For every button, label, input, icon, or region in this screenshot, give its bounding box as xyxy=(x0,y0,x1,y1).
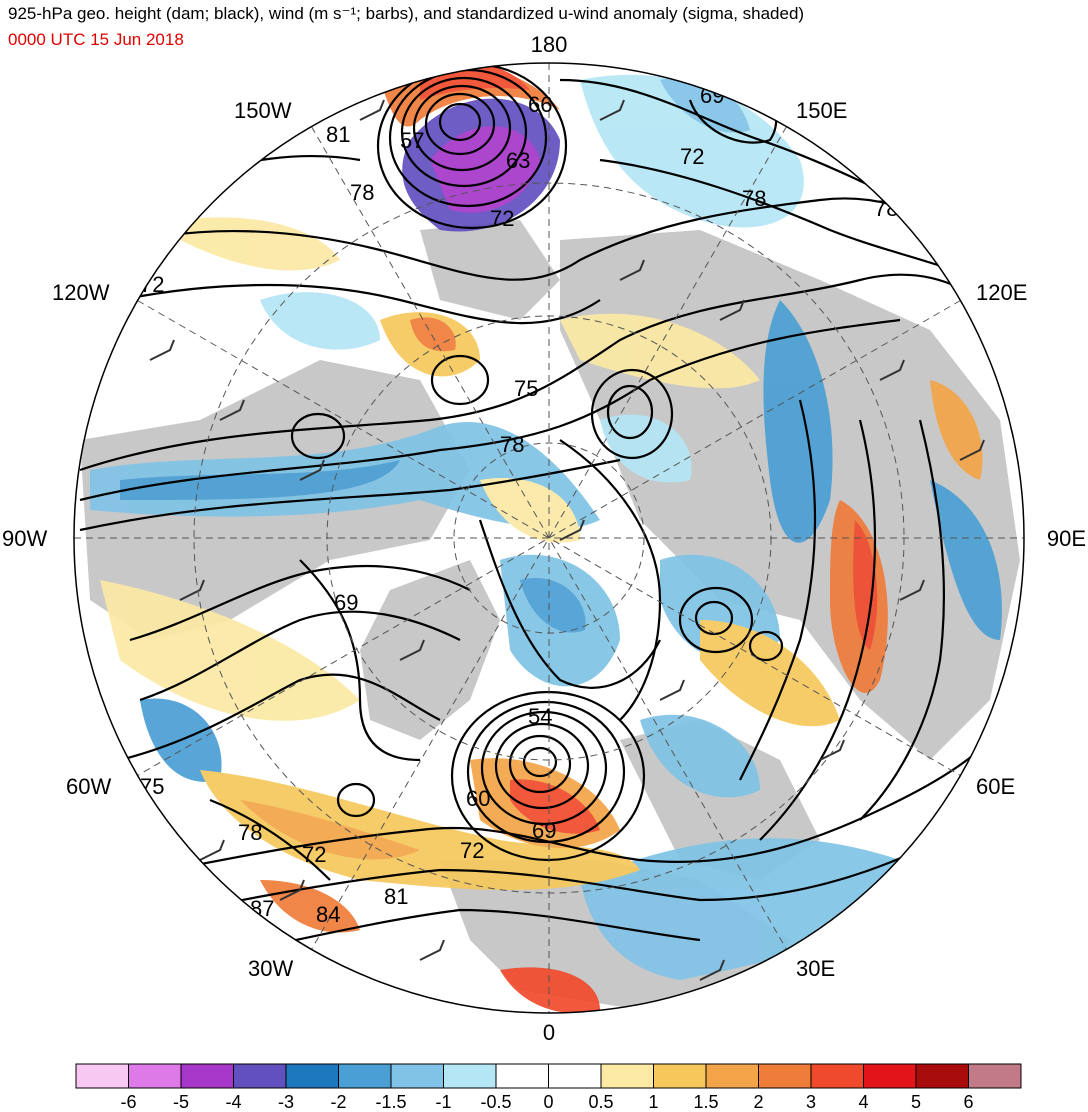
height-labels: 66 69 57 63 81 78 72 72 78 72 78 75 78 6… xyxy=(140,83,898,927)
colorbar-swatch xyxy=(968,1063,1022,1089)
lon-label-150w: 150W xyxy=(234,98,292,123)
colorbar-swatch xyxy=(548,1063,602,1089)
colorbar-swatch xyxy=(233,1063,287,1089)
lon-label-60e: 60E xyxy=(976,774,1015,799)
colorbar-label: 1 xyxy=(648,1092,658,1112)
colorbar-label: 5 xyxy=(911,1092,921,1112)
height-label: 78 xyxy=(238,820,262,845)
colorbar-swatch xyxy=(285,1063,339,1089)
height-label: 72 xyxy=(302,842,326,867)
height-label: 63 xyxy=(506,148,530,173)
colorbar-swatch xyxy=(443,1063,497,1089)
colorbar-label: -3 xyxy=(278,1092,294,1112)
colorbar-label: 3 xyxy=(806,1092,816,1112)
height-label: 72 xyxy=(490,206,514,231)
lon-label-60w: 60W xyxy=(66,774,111,799)
height-label: 69 xyxy=(532,818,556,843)
map-border xyxy=(73,62,1025,1014)
height-label: 78 xyxy=(500,432,524,457)
height-label: 66 xyxy=(528,92,552,117)
colorbar-swatch xyxy=(653,1063,707,1089)
colorbar-label: -5 xyxy=(173,1092,189,1112)
colorbar-swatch xyxy=(180,1063,234,1089)
lon-label-90w: 90W xyxy=(2,526,47,551)
lon-label-30w: 30W xyxy=(248,956,293,981)
height-label: 84 xyxy=(316,902,340,927)
height-label: 60 xyxy=(466,786,490,811)
colorbar-label: 0 xyxy=(543,1092,553,1112)
lon-label-0: 0 xyxy=(543,1020,555,1045)
colorbar-label: 1.5 xyxy=(693,1092,718,1112)
height-label: 69 xyxy=(334,590,358,615)
longitude-labels: 180 0 90W 90E 150W 120W 60W 30W 150E 120… xyxy=(2,32,1086,1045)
lon-label-120e: 120E xyxy=(976,280,1027,305)
colorbar-label: -4 xyxy=(225,1092,241,1112)
height-label: 78 xyxy=(874,196,898,221)
lon-label-30e: 30E xyxy=(796,956,835,981)
colorbar-label: -1.5 xyxy=(375,1092,406,1112)
height-label: 75 xyxy=(514,376,538,401)
lon-label-90e: 90E xyxy=(1047,526,1086,551)
colorbar-swatch xyxy=(600,1063,654,1089)
height-label: 81 xyxy=(384,884,408,909)
graticule xyxy=(74,63,1024,1013)
colorbar-swatch xyxy=(863,1063,917,1089)
figure-title: 925-hPa geo. height (dam; black), wind (… xyxy=(8,4,805,23)
map-disc: 66 69 57 63 81 78 72 72 78 72 78 75 78 6… xyxy=(74,63,1024,1013)
colorbar-label: 2 xyxy=(753,1092,763,1112)
figure-subtitle: 0000 UTC 15 Jun 2018 xyxy=(8,30,184,49)
height-label: 54 xyxy=(528,704,552,729)
colorbar-swatch xyxy=(75,1063,129,1089)
colorbar-label: 4 xyxy=(858,1092,868,1112)
lon-label-120w: 120W xyxy=(52,280,110,305)
lon-label-150e: 150E xyxy=(796,98,847,123)
colorbar-swatch xyxy=(128,1063,182,1089)
height-label: 81 xyxy=(326,122,350,147)
height-label: 72 xyxy=(460,838,484,863)
height-label: 72 xyxy=(680,144,704,169)
height-label: 78 xyxy=(742,186,766,211)
colorbar-swatch xyxy=(810,1063,864,1089)
colorbar-label: -6 xyxy=(120,1092,136,1112)
colorbar-swatch xyxy=(495,1063,549,1089)
colorbar-swatch xyxy=(705,1063,759,1089)
colorbar-label: -2 xyxy=(330,1092,346,1112)
colorbar-swatch xyxy=(915,1063,969,1089)
colorbar-label: 6 xyxy=(963,1092,973,1112)
colorbar-label: -1 xyxy=(435,1092,451,1112)
lon-label-180: 180 xyxy=(531,32,568,57)
height-label: 78 xyxy=(350,180,374,205)
colorbar-label: 0.5 xyxy=(588,1092,613,1112)
colorbar: -6 -5 -4 -3 -2 -1.5 -1 -0.5 0 0.5 1 1.5 2 3 4 5 6 xyxy=(75,1063,1022,1112)
colorbar-swatch xyxy=(390,1063,444,1089)
height-label: 57 xyxy=(400,128,424,153)
colorbar-label: -0.5 xyxy=(480,1092,511,1112)
colorbar-swatch xyxy=(338,1063,392,1089)
colorbar-swatch xyxy=(758,1063,812,1089)
